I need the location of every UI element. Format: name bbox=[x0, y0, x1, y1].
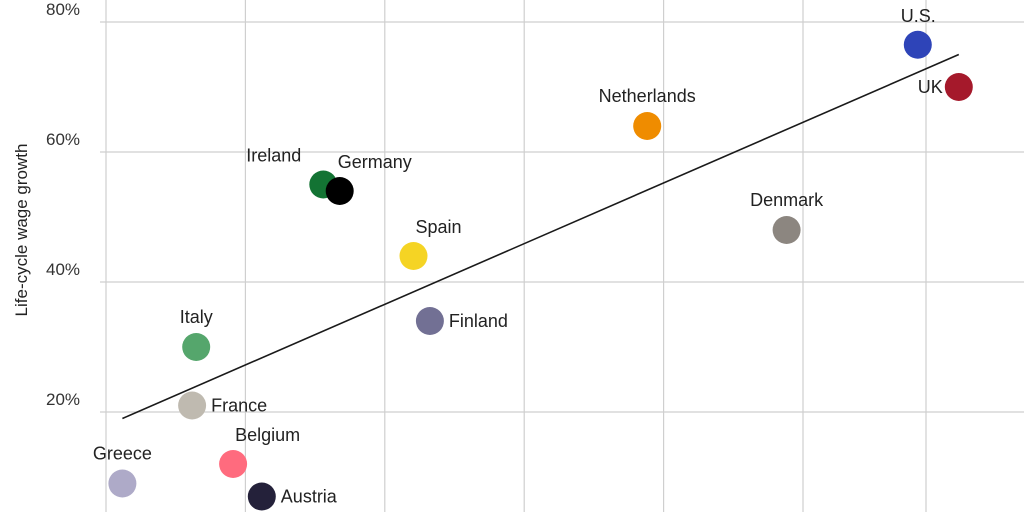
point-label: Belgium bbox=[235, 425, 300, 445]
data-point bbox=[182, 333, 211, 361]
trend-line bbox=[122, 53, 960, 420]
point-label: Germany bbox=[338, 152, 412, 172]
point-label: Finland bbox=[449, 311, 508, 331]
data-point bbox=[772, 216, 801, 244]
x-gridlines bbox=[105, 0, 927, 512]
point-label: France bbox=[211, 396, 267, 416]
data-point bbox=[247, 482, 276, 511]
trend-line-group bbox=[122, 53, 960, 420]
point-label: Greece bbox=[93, 444, 152, 464]
y-tick-label: 20% bbox=[46, 390, 80, 409]
y-tick-label: 60% bbox=[46, 130, 80, 149]
data-point bbox=[219, 450, 248, 478]
data-point bbox=[399, 242, 428, 270]
data-point bbox=[178, 391, 207, 420]
data-point bbox=[903, 30, 932, 59]
point-label: Austria bbox=[281, 487, 338, 507]
point-label: Ireland bbox=[246, 146, 301, 166]
point-label: Italy bbox=[180, 307, 213, 327]
point-label: Denmark bbox=[750, 190, 824, 210]
data-point bbox=[108, 469, 137, 498]
point-label: U.S. bbox=[901, 6, 936, 26]
data-points bbox=[108, 30, 973, 511]
point-labels: U.S. UK Netherlands Ireland Germany Denmark Sp… bbox=[93, 6, 943, 507]
y-gridlines bbox=[100, 21, 1024, 413]
data-point bbox=[944, 73, 973, 101]
point-label: UK bbox=[918, 77, 943, 97]
y-tick-labels: 20% 40% 60% 80% bbox=[46, 0, 80, 409]
point-label: Spain bbox=[416, 217, 462, 237]
point-label: Netherlands bbox=[599, 86, 696, 106]
y-tick-label: 40% bbox=[46, 260, 80, 279]
data-point bbox=[415, 307, 444, 335]
y-axis-title: Life-cycle wage growth bbox=[12, 144, 31, 317]
data-point bbox=[325, 177, 354, 205]
y-tick-label: 80% bbox=[46, 0, 80, 19]
data-point bbox=[633, 112, 662, 140]
